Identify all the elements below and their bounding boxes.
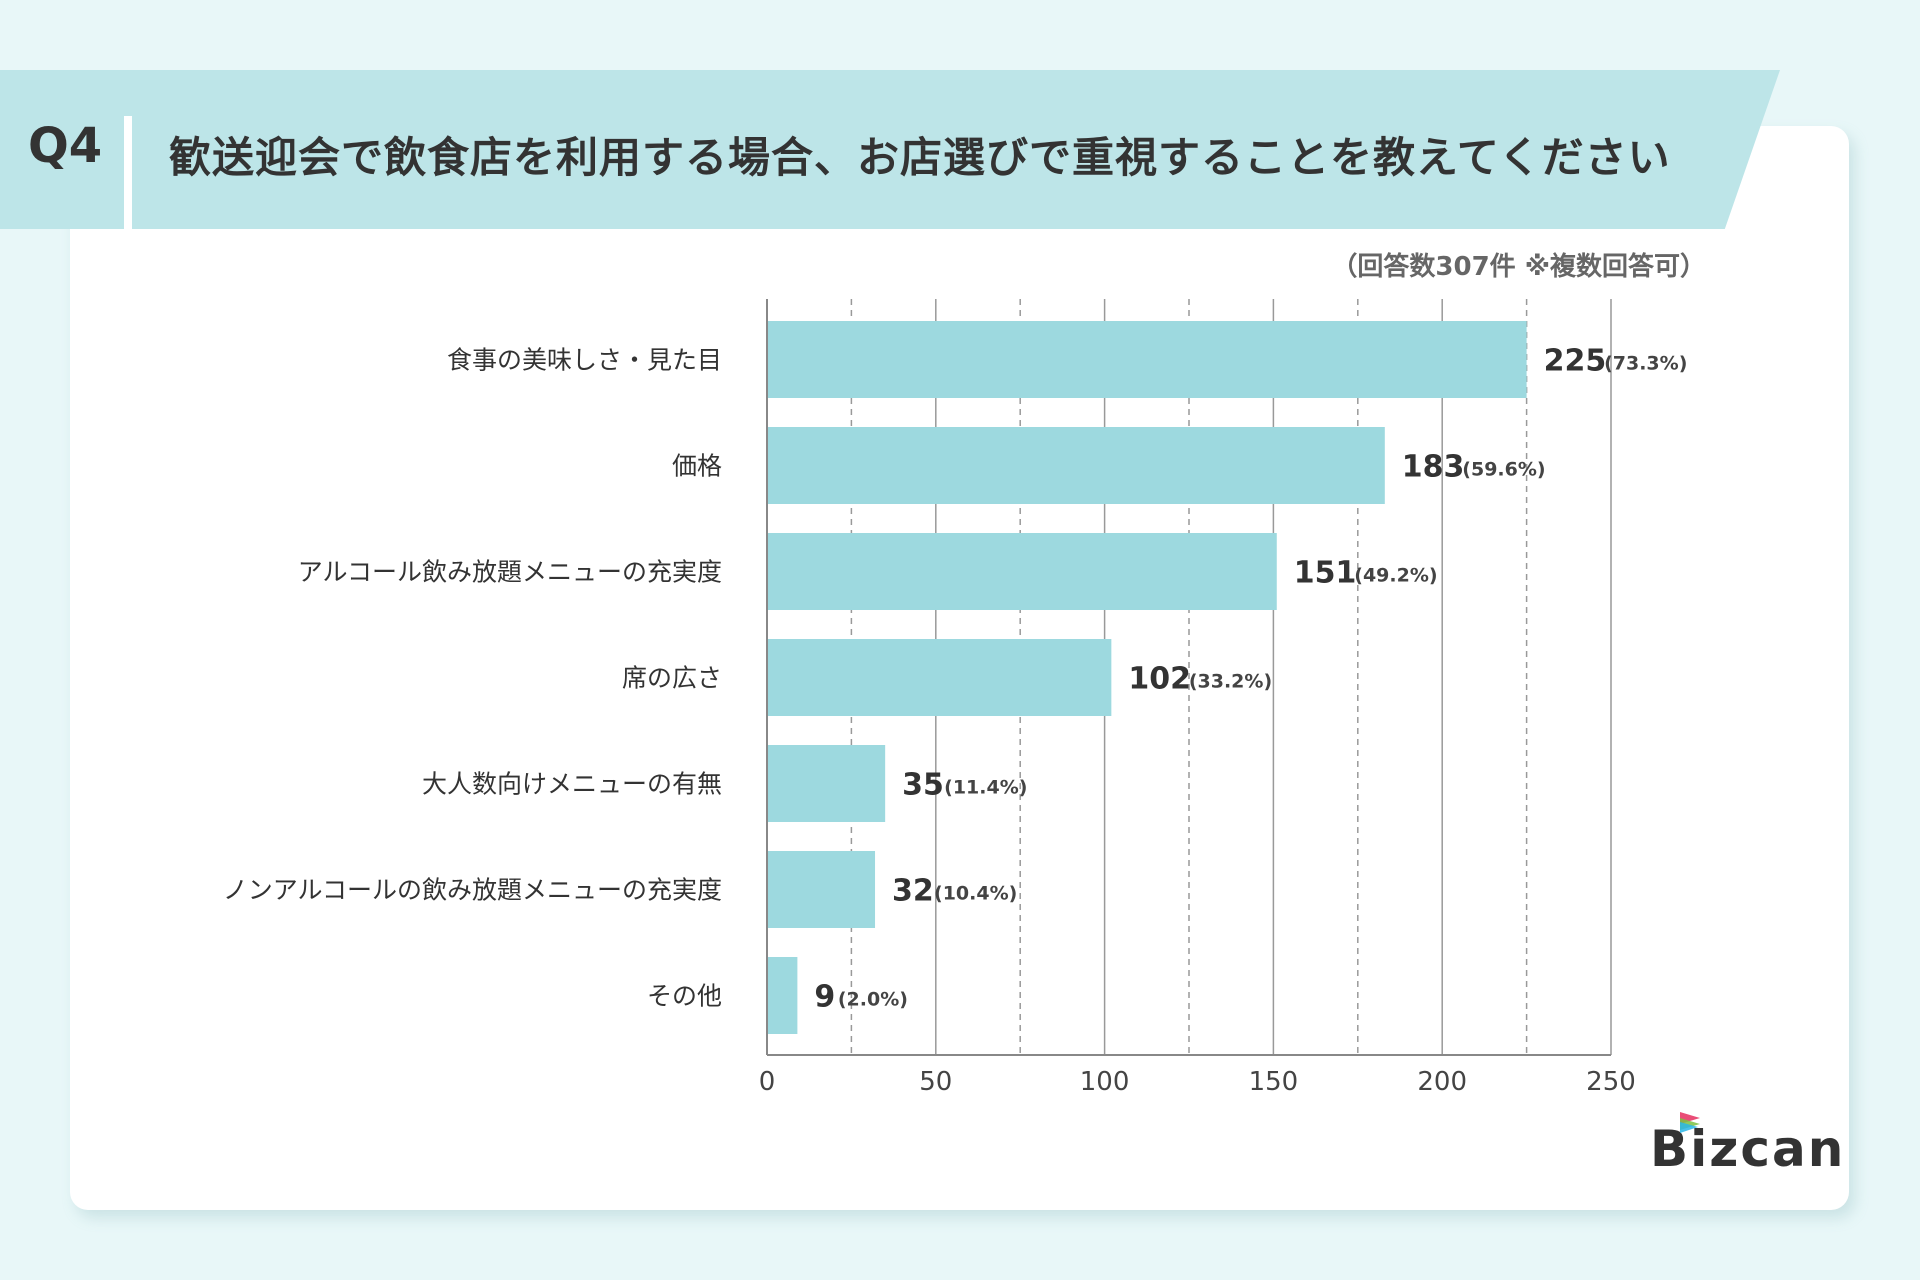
logo-play-icon [1680,1112,1700,1133]
value-label: 32 [892,874,934,909]
question-number: Q4 [28,118,103,174]
category-label: 席の広さ [622,664,722,693]
category-label: アルコール飲み放題メニューの充実度 [298,558,722,587]
percent-label: (49.2%) [1354,565,1437,587]
category-label: 大人数向けメニューの有無 [422,770,722,799]
bizcan-logo: Bizcan [1650,1112,1845,1178]
page-title: 歓送迎会で飲食店を利用する場合、お店選びで重視することを教えてください [169,133,1671,182]
value-label: 9 [814,980,835,1015]
value-label: 102 [1128,662,1191,697]
percent-label: (10.4%) [934,883,1017,905]
category-label: 食事の美味しさ・見た目 [447,346,722,375]
category-label: 価格 [672,452,722,481]
category-label: ノンアルコールの飲み放題メニューの充実度 [223,876,722,905]
value-label: 35 [902,768,944,803]
x-tick-label: 150 [1249,1067,1299,1097]
bar [767,851,876,928]
x-tick-label: 100 [1080,1067,1130,1097]
percent-label: (2.0%) [838,989,908,1011]
header-divider [124,116,132,229]
x-tick-label: 250 [1586,1067,1636,1097]
percent-label: (73.3%) [1604,353,1687,375]
x-tick-label: 0 [759,1067,776,1097]
bar [767,321,1527,398]
bar [767,957,798,1034]
value-label: 151 [1294,556,1357,591]
value-label: 183 [1402,450,1465,485]
x-tick-label: 50 [919,1067,952,1097]
bar [767,639,1112,716]
percent-label: (33.2%) [1189,671,1272,693]
header-band [0,70,1780,229]
value-label: 225 [1544,344,1607,379]
bar [767,745,886,822]
percent-label: (59.6%) [1462,459,1545,481]
category-label: その他 [647,982,722,1011]
respondent-note: （回答数307件 ※複数回答可） [1331,252,1706,282]
bar [767,427,1385,504]
percent-label: (11.4%) [944,777,1027,799]
x-tick-label: 200 [1417,1067,1467,1097]
bar [767,533,1277,610]
